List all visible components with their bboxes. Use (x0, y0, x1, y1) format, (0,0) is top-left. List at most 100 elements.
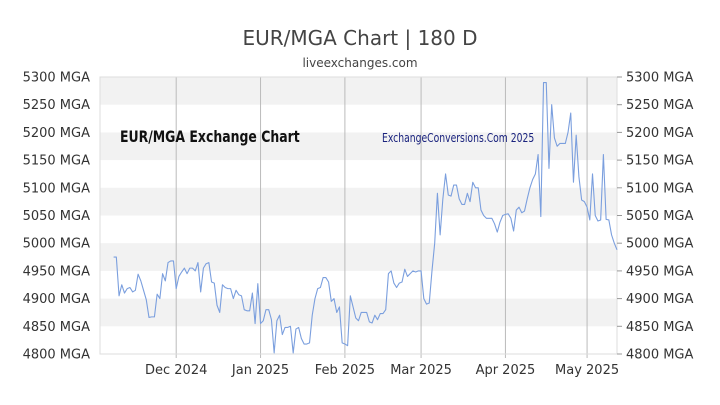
data-point (211, 281, 212, 282)
data-point (606, 219, 607, 220)
data-point (543, 82, 544, 83)
data-point (246, 310, 247, 311)
data-point (148, 317, 149, 318)
data-point (567, 132, 568, 133)
data-point (450, 196, 451, 197)
data-point (388, 273, 389, 274)
data-point (238, 294, 239, 295)
data-point (197, 262, 198, 263)
y-tick-label-right: 5150 MGA (626, 154, 694, 169)
data-point (524, 210, 525, 211)
data-point (537, 154, 538, 155)
data-point (559, 143, 560, 144)
data-point (235, 290, 236, 291)
data-point (154, 316, 155, 317)
data-point (325, 277, 326, 278)
y-tick-label-right: 4850 MGA (626, 320, 694, 335)
data-point (407, 276, 408, 277)
data-point (301, 338, 302, 339)
data-point (576, 135, 577, 136)
data-point (535, 173, 536, 174)
data-point (366, 312, 367, 313)
data-point (137, 274, 138, 275)
data-point (257, 283, 258, 284)
y-tick-label-right: 5250 MGA (626, 98, 694, 113)
data-point (293, 352, 294, 353)
data-point (420, 270, 421, 271)
data-point (401, 281, 402, 282)
data-point (616, 249, 617, 250)
data-point (437, 193, 438, 194)
data-point (271, 319, 272, 320)
data-point (600, 219, 601, 220)
y-axis-left: 4800 MGA 4850 MGA 4900 MGA 4950 MGA 5000 MGA… (23, 71, 91, 363)
data-point (159, 298, 160, 299)
data-point (129, 287, 130, 288)
data-point (404, 269, 405, 270)
background-bands (100, 77, 617, 327)
data-point (121, 284, 122, 285)
y-tick-label-right: 5100 MGA (626, 181, 694, 196)
data-point (418, 270, 419, 271)
data-point (513, 230, 514, 231)
data-point (581, 199, 582, 200)
y-tick-label-right: 4950 MGA (626, 264, 694, 279)
y-tick-label-right: 5200 MGA (626, 126, 694, 141)
data-point (200, 291, 201, 292)
data-point (255, 323, 256, 324)
x-tick-label: Dec 2024 (145, 363, 207, 378)
data-point (516, 209, 517, 210)
y-tick-label-left: 4800 MGA (23, 348, 91, 363)
grid-band (100, 77, 617, 105)
data-point (505, 214, 506, 215)
data-point (309, 342, 310, 343)
data-point (391, 270, 392, 271)
grid-band (100, 298, 617, 327)
data-point (216, 305, 217, 306)
data-point (461, 204, 462, 205)
x-tick-label: Apr 2025 (476, 363, 536, 378)
data-point (279, 315, 280, 316)
data-point (328, 281, 329, 282)
data-point (578, 176, 579, 177)
data-point (499, 222, 500, 223)
data-point (342, 342, 343, 343)
data-point (143, 290, 144, 291)
data-point (472, 182, 473, 183)
data-point (374, 315, 375, 316)
data-point (497, 232, 498, 233)
data-point (113, 256, 114, 257)
grid-band (100, 132, 617, 161)
data-point (173, 260, 174, 261)
data-point (382, 313, 383, 314)
data-point (393, 282, 394, 283)
data-point (184, 268, 185, 269)
data-point (151, 316, 152, 317)
data-point (312, 315, 313, 316)
inner-chart-title: EUR/MGA Exchange Chart (120, 129, 300, 147)
data-point (540, 216, 541, 217)
data-point (385, 309, 386, 310)
data-point (423, 298, 424, 299)
data-point (521, 212, 522, 213)
data-point (361, 312, 362, 313)
data-point (483, 215, 484, 216)
data-point (350, 295, 351, 296)
y-tick-label-left: 5150 MGA (23, 154, 91, 169)
data-point (208, 262, 209, 263)
data-point (570, 112, 571, 113)
data-point (597, 220, 598, 221)
data-point (287, 327, 288, 328)
data-point (611, 234, 612, 235)
data-point (192, 268, 193, 269)
data-point (377, 319, 378, 320)
data-point (227, 288, 228, 289)
y-tick-label-left: 5100 MGA (23, 181, 91, 196)
data-point (167, 262, 168, 263)
data-point (263, 320, 264, 321)
data-point (314, 298, 315, 299)
data-point (494, 223, 495, 224)
vertical-gridlines (175, 77, 588, 358)
data-point (584, 201, 585, 202)
data-point (475, 187, 476, 188)
